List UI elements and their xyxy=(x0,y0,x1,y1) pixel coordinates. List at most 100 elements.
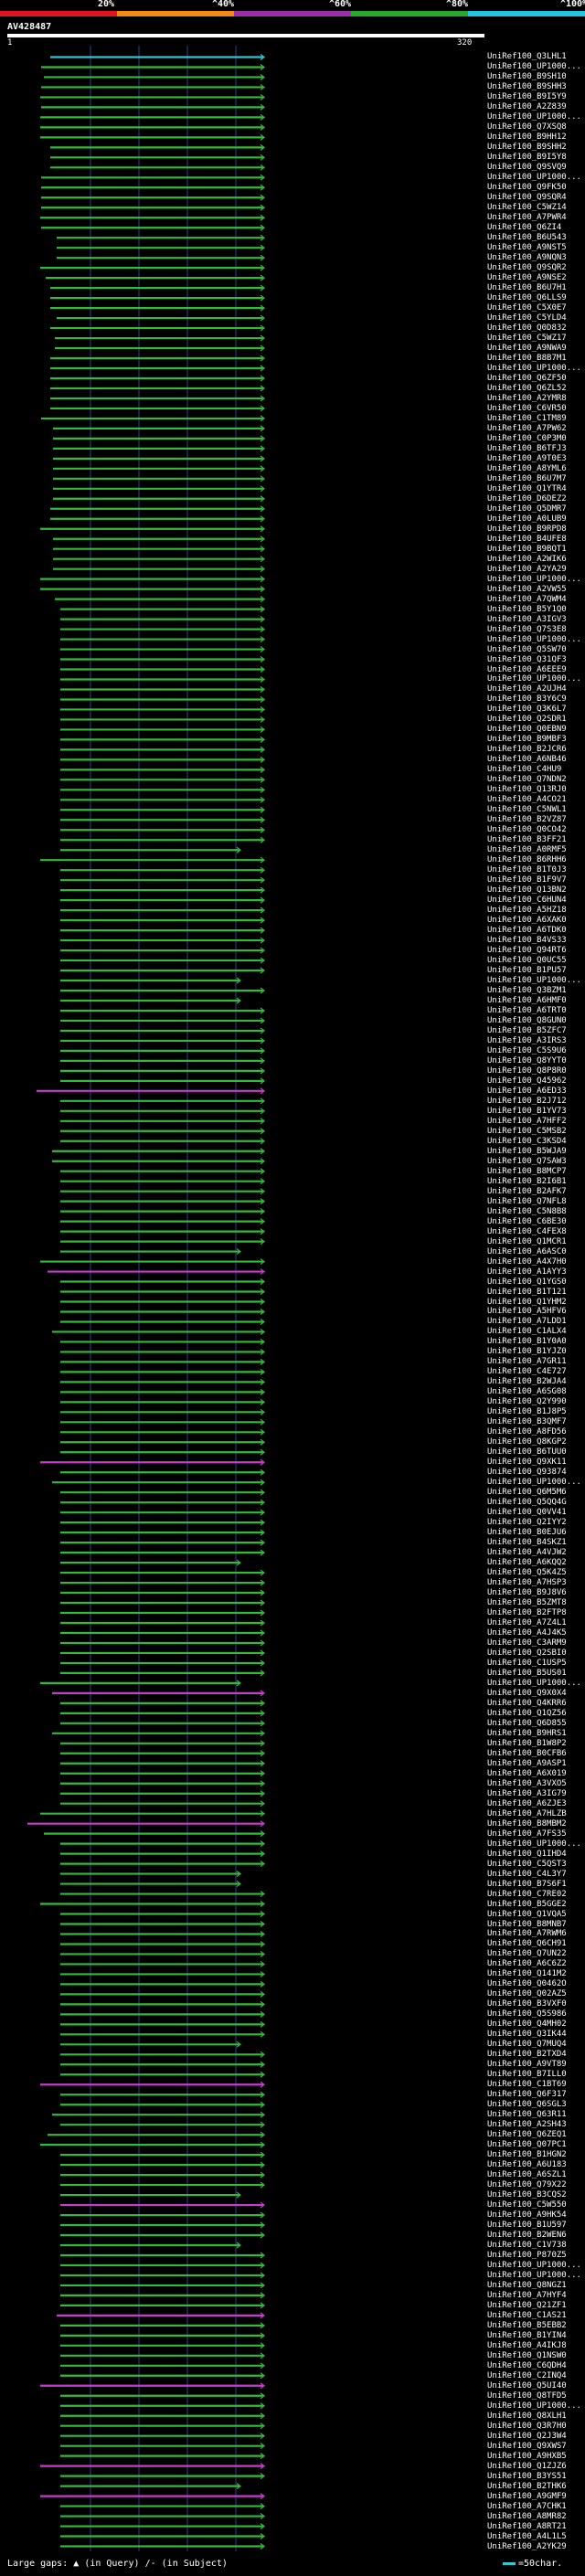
hit-name[interactable]: UniRef100_B2JCR6 xyxy=(487,745,567,755)
hit-name[interactable]: UniRef100_UP1000... xyxy=(487,574,581,584)
hit-row[interactable] xyxy=(60,2523,265,2530)
hit-row[interactable] xyxy=(40,2493,265,2500)
hit-name[interactable]: UniRef100_A4J4K5 xyxy=(487,1627,567,1638)
hit-name[interactable]: UniRef100_Q0462O xyxy=(487,1979,567,1989)
hit-name[interactable]: UniRef100_Q6SGL3 xyxy=(487,2100,567,2110)
hit-name[interactable]: UniRef100_C1TM89 xyxy=(487,413,567,423)
hit-name[interactable]: UniRef100_A9NQN3 xyxy=(487,253,567,263)
hit-row[interactable] xyxy=(60,806,265,813)
hit-name[interactable]: UniRef100_Q3BZM1 xyxy=(487,985,567,995)
hit-name[interactable]: UniRef100_A0LUB9 xyxy=(487,514,567,524)
hit-row[interactable] xyxy=(50,324,265,332)
hit-row[interactable] xyxy=(40,1258,265,1266)
hit-name[interactable]: UniRef100_C6VR50 xyxy=(487,403,567,413)
hit-name[interactable]: UniRef100_Q8TFD5 xyxy=(487,2390,567,2401)
hit-row[interactable] xyxy=(53,465,265,472)
hit-name[interactable]: UniRef100_C6HUN4 xyxy=(487,896,567,906)
hit-row[interactable] xyxy=(50,405,265,412)
hit-row[interactable] xyxy=(60,947,265,954)
hit-name[interactable]: UniRef100_UP1000... xyxy=(487,112,581,122)
hit-row[interactable] xyxy=(60,1218,265,1225)
hit-name[interactable]: UniRef100_A9NST5 xyxy=(487,243,567,253)
hit-name[interactable]: UniRef100_B3QMF7 xyxy=(487,1417,567,1427)
hit-name[interactable]: UniRef100_Q5S986 xyxy=(487,2009,567,2019)
hit-name[interactable]: UniRef100_B1YIN4 xyxy=(487,2330,567,2340)
hit-name[interactable]: UniRef100_Q1VQA5 xyxy=(487,1909,567,1919)
hit-row[interactable] xyxy=(55,596,265,603)
hit-row[interactable] xyxy=(60,1800,265,1807)
hit-name[interactable]: UniRef100_A7CHK1 xyxy=(487,2501,567,2511)
hit-row[interactable] xyxy=(60,1198,265,1205)
hit-name[interactable]: UniRef100_C1V738 xyxy=(487,2240,567,2250)
hit-name[interactable]: UniRef100_Q7NFL8 xyxy=(487,1196,567,1206)
hit-row[interactable] xyxy=(60,2242,241,2249)
hit-row[interactable] xyxy=(44,73,265,80)
hit-row[interactable] xyxy=(50,375,265,382)
hit-row[interactable] xyxy=(50,143,265,151)
hit-name[interactable]: UniRef100_B1PU57 xyxy=(487,966,567,976)
hit-row[interactable] xyxy=(60,2453,265,2460)
hit-row[interactable] xyxy=(50,505,265,513)
hit-name[interactable]: UniRef100_C5NWL1 xyxy=(487,805,567,815)
hit-name[interactable]: UniRef100_A2VW55 xyxy=(487,584,567,594)
hit-name[interactable]: UniRef100_Q1YHM2 xyxy=(487,1297,567,1307)
hit-row[interactable] xyxy=(60,746,265,753)
hit-name[interactable]: UniRef100_C7RE02 xyxy=(487,1889,567,1899)
hit-row[interactable] xyxy=(60,2262,265,2269)
hit-row[interactable] xyxy=(60,1017,265,1024)
hit-row[interactable] xyxy=(60,967,265,974)
hit-name[interactable]: UniRef100_B9BQT1 xyxy=(487,544,567,554)
hit-name[interactable]: UniRef100_A6NB46 xyxy=(487,755,567,765)
hit-name[interactable]: UniRef100_A0RMF5 xyxy=(487,845,567,855)
hit-row[interactable] xyxy=(60,1188,265,1195)
hit-row[interactable] xyxy=(60,1388,265,1395)
hit-name[interactable]: UniRef100_B5WJA9 xyxy=(487,1146,567,1156)
hit-name[interactable]: UniRef100_C1BT69 xyxy=(487,2080,567,2090)
hit-name[interactable]: UniRef100_C1ALX4 xyxy=(487,1327,567,1337)
hit-name[interactable]: UniRef100_B2WEN6 xyxy=(487,2231,567,2240)
hit-name[interactable]: UniRef100_UP1000... xyxy=(487,976,581,985)
hit-name[interactable]: UniRef100_B0CFB6 xyxy=(487,1748,567,1758)
hit-row[interactable] xyxy=(60,686,265,693)
hit-row[interactable] xyxy=(60,1990,265,1998)
hit-row[interactable] xyxy=(60,886,265,894)
hit-row[interactable] xyxy=(60,1178,265,1185)
hit-row[interactable] xyxy=(60,2513,265,2520)
hit-name[interactable]: UniRef100_A7GR11 xyxy=(487,1357,567,1367)
hit-row[interactable] xyxy=(60,1228,265,1235)
hit-row[interactable] xyxy=(53,566,265,573)
hit-row[interactable] xyxy=(60,1278,265,1286)
hit-name[interactable]: UniRef100_Q6ZF50 xyxy=(487,373,567,383)
hit-row[interactable] xyxy=(50,284,265,292)
hit-name[interactable]: UniRef100_Q1MCR1 xyxy=(487,1236,567,1246)
hit-name[interactable]: UniRef100_Q9XK11 xyxy=(487,1458,567,1468)
hit-name[interactable]: UniRef100_Q8GUN0 xyxy=(487,1015,567,1025)
hit-name[interactable]: UniRef100_Q6LLS9 xyxy=(487,293,567,303)
hit-row[interactable] xyxy=(60,2121,265,2128)
hit-name[interactable]: UniRef100_B1YJZ0 xyxy=(487,1347,567,1357)
hit-row[interactable] xyxy=(50,154,265,161)
hit-name[interactable]: UniRef100_Q1QZ56 xyxy=(487,1708,567,1718)
hit-row[interactable] xyxy=(60,816,265,823)
hit-row[interactable] xyxy=(60,1931,265,1937)
hit-name[interactable]: UniRef100_A7PWR4 xyxy=(487,213,567,223)
hit-row[interactable] xyxy=(60,1027,265,1034)
hit-name[interactable]: UniRef100_B7S6F1 xyxy=(487,1879,567,1889)
hit-name[interactable]: UniRef100_Q9XWS7 xyxy=(487,2441,567,2451)
hit-name[interactable]: UniRef100_Q6F317 xyxy=(487,2090,567,2100)
hit-row[interactable] xyxy=(60,766,265,773)
hit-row[interactable] xyxy=(60,2322,265,2329)
hit-name[interactable]: UniRef100_B1F9V7 xyxy=(487,875,567,885)
hit-row[interactable] xyxy=(60,1368,265,1375)
hit-row[interactable] xyxy=(40,1458,265,1466)
hit-name[interactable]: UniRef100_A3IGV3 xyxy=(487,614,567,624)
hit-name[interactable]: UniRef100_B9I5Y9 xyxy=(487,92,567,102)
hit-name[interactable]: UniRef100_C4HU9 xyxy=(487,765,562,775)
hit-row[interactable] xyxy=(60,2422,265,2430)
hit-row[interactable] xyxy=(60,987,265,994)
hit-name[interactable]: UniRef100_UP1000... xyxy=(487,2401,581,2411)
hit-row[interactable] xyxy=(60,2342,265,2349)
hit-name[interactable]: UniRef100_Q2SBI0 xyxy=(487,1648,567,1658)
hit-name[interactable]: UniRef100_B4SKZ1 xyxy=(487,1538,567,1548)
hit-row[interactable] xyxy=(41,103,265,111)
